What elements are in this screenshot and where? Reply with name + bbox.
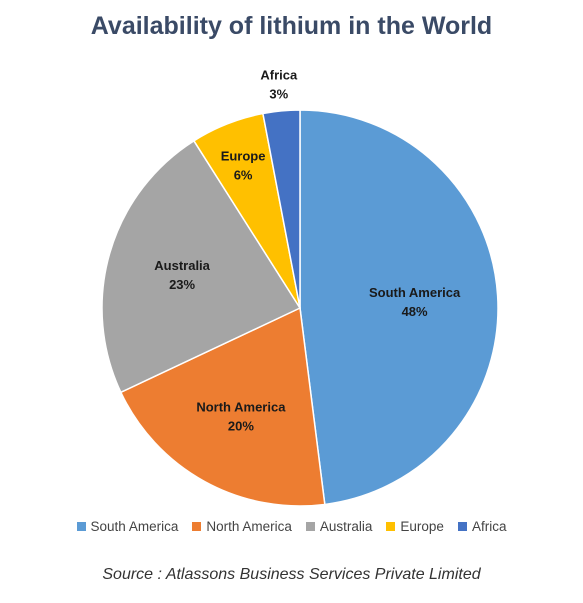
- pie-slice-south-america: [299, 109, 499, 506]
- legend-label: Australia: [319, 519, 373, 534]
- source-note: Source : Atlassons Business Services Pri…: [102, 566, 481, 583]
- slice-value-africa: 3%: [269, 86, 288, 101]
- slice-label-south-america: South America: [369, 285, 461, 300]
- slice-value-australia: 23%: [169, 277, 195, 292]
- legend-item-australia: Australia: [305, 519, 373, 534]
- slice-label-australia: Australia: [154, 258, 210, 273]
- legend-label: Europe: [400, 519, 444, 534]
- slice-value-south-america: 48%: [402, 304, 428, 319]
- legend-swatch: [457, 522, 467, 531]
- legend-swatch: [76, 522, 86, 531]
- pie-slice-australia: [101, 139, 302, 394]
- slice-value-europe: 6%: [234, 167, 253, 182]
- legend-item-africa: Africa: [457, 519, 507, 534]
- legend-label: North America: [206, 519, 292, 534]
- chart-title: Availability of lithium in the World: [90, 12, 493, 40]
- pie-slice-africa: [262, 109, 301, 309]
- legend: South America North America Australia Europ…: [0, 519, 583, 534]
- slice-label-europe: Europe: [221, 148, 266, 163]
- legend-item-south-america: South America: [76, 519, 179, 534]
- pie-slice-north-america: [119, 306, 326, 507]
- slice-label-africa: Africa: [260, 67, 298, 82]
- legend-label: Africa: [471, 519, 507, 534]
- legend-item-europe: Europe: [386, 519, 444, 534]
- legend-item-north-america: North America: [192, 519, 292, 534]
- slice-value-north-america: 20%: [228, 419, 254, 434]
- legend-swatch: [386, 522, 396, 531]
- legend-swatch: [192, 522, 202, 531]
- legend-label: South America: [90, 519, 179, 534]
- legend-swatch: [305, 522, 315, 531]
- slice-label-north-america: North America: [196, 400, 286, 415]
